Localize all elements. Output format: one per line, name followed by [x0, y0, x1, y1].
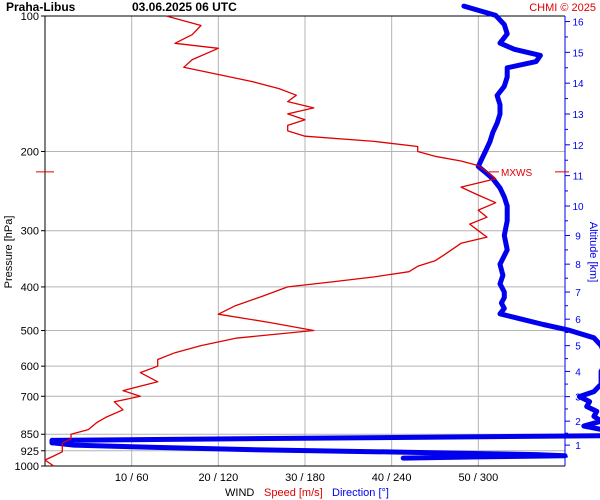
altitude-tick-label: 10 — [572, 202, 584, 213]
altitude-tick-label: 1 — [575, 441, 581, 452]
altitude-axis-title: Altitude [km] — [587, 222, 599, 283]
plot-frame — [41, 15, 570, 467]
xaxis-wind-label: WIND — [225, 487, 254, 499]
altitude-tick-label: 7 — [575, 288, 581, 299]
xaxis-speed-label: Speed [m/s] — [264, 487, 323, 499]
altitude-tick-label: 8 — [575, 260, 581, 271]
pressure-tick-label: 500 — [21, 326, 39, 338]
pressure-tick-label: 925 — [21, 446, 39, 458]
x-tick-label: 10 / 60 — [115, 472, 149, 484]
pressure-tick-label: 1000 — [15, 461, 39, 473]
pressure-tick-label: 700 — [21, 391, 39, 403]
x-tick-label: 20 / 120 — [198, 472, 238, 484]
copyright-label: CHMI © 2025 — [529, 2, 596, 14]
x-tick-label: 40 / 240 — [372, 472, 412, 484]
altitude-tick-label: 2 — [575, 417, 581, 428]
pressure-tick-label: 200 — [21, 146, 39, 158]
series-layer — [36, 3, 600, 467]
altitude-tick-label: 14 — [572, 79, 584, 90]
pressure-tick-label: 100 — [21, 11, 39, 23]
station-title: Praha-Libus — [6, 0, 76, 14]
altitude-tick-label: 11 — [573, 172, 584, 183]
tick-labels: 10 / 60 20 / 120 30 / 180 40 / 240 50 / 300 1… — [15, 11, 584, 484]
datetime-title: 03.06.2025 06 UTC — [132, 0, 237, 14]
pressure-tick-label: 600 — [21, 361, 39, 373]
x-tick-label: 50 / 300 — [458, 472, 498, 484]
direction-series-line-upper — [49, 3, 600, 446]
altitude-tick-label: 15 — [572, 48, 584, 59]
altitude-tick-label: 16 — [572, 18, 584, 29]
altitude-tick-label: 6 — [575, 315, 581, 326]
pressure-tick-label: 850 — [21, 429, 39, 441]
altitude-tick-label: 3 — [575, 393, 581, 404]
xaxis-direction-label: Direction [°] — [332, 487, 389, 499]
pressure-tick-label: 400 — [21, 282, 39, 294]
altitude-tick-label: 4 — [575, 367, 581, 378]
pressure-axis-title: Pressure [hPa] — [3, 216, 15, 289]
direction-series-line-lower — [49, 440, 568, 461]
altitude-tick-label: 5 — [575, 342, 581, 353]
speed-series-line — [44, 15, 497, 467]
altitude-tick-label: 13 — [572, 110, 584, 121]
altitude-tick-label: 9 — [575, 231, 581, 242]
mxws-label: MXWS — [501, 168, 532, 179]
altitude-tick-label: 12 — [572, 141, 584, 152]
x-tick-label: 30 / 180 — [285, 472, 325, 484]
pressure-tick-label: 300 — [21, 226, 39, 238]
direction-dot — [49, 437, 55, 443]
